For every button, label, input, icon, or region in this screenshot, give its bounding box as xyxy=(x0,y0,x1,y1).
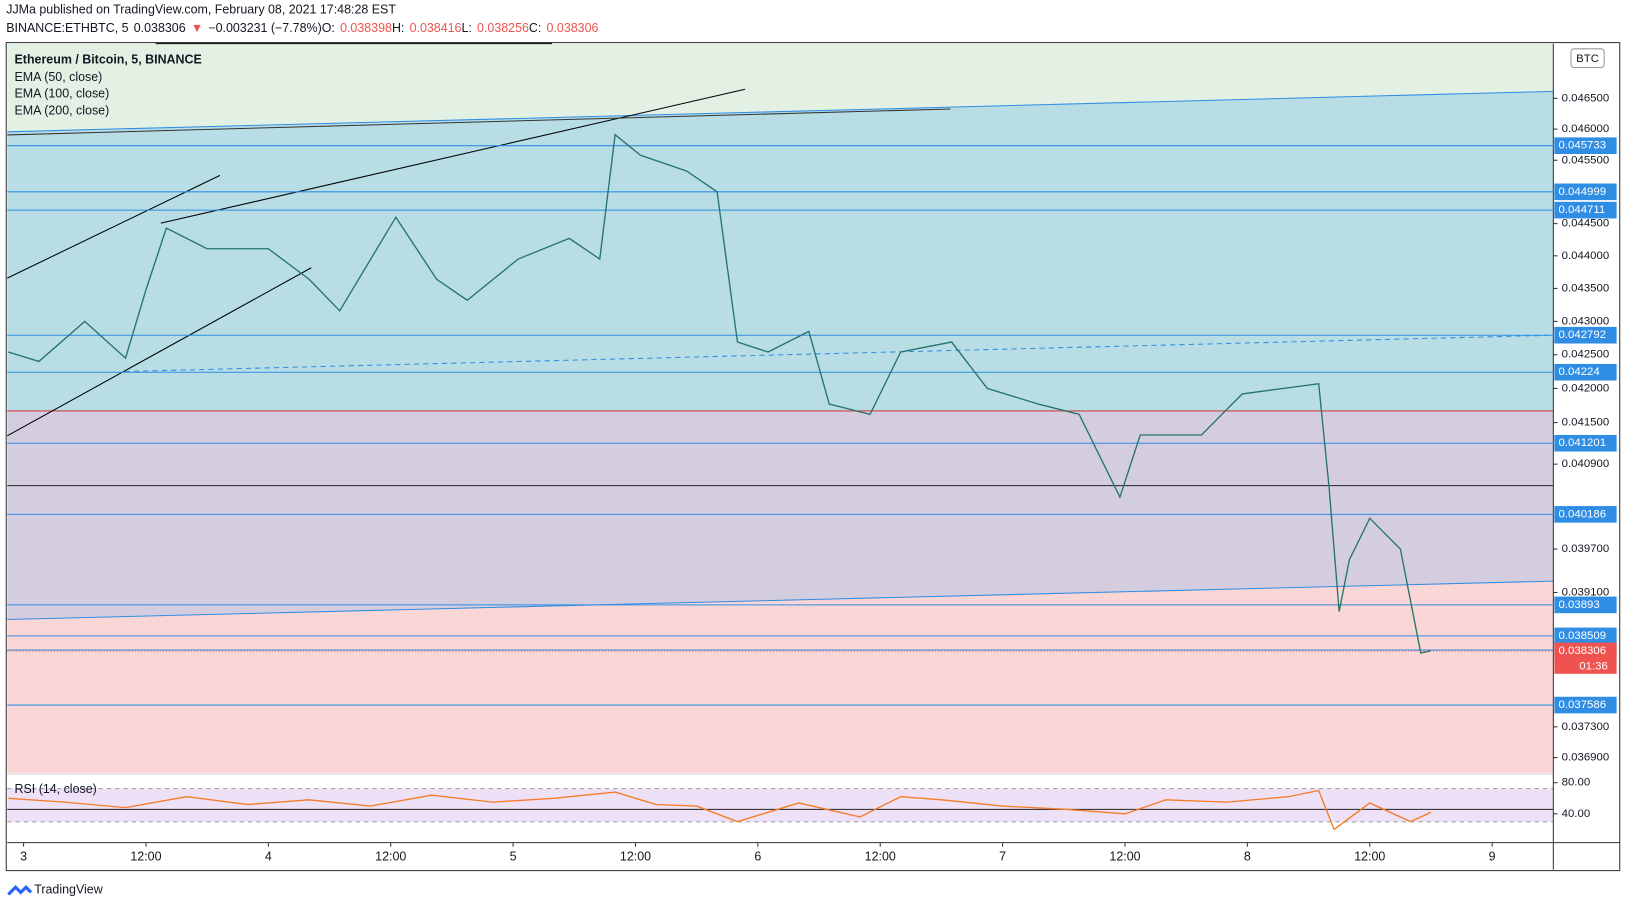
x-tick-label: 12:00 xyxy=(130,849,161,863)
x-tick-label: 6 xyxy=(754,849,761,863)
rsi-title: RSI (14, close) xyxy=(15,782,97,796)
level-label: 0.045733 xyxy=(1559,140,1607,152)
level-label: 0.042792 xyxy=(1559,329,1607,341)
trend-line xyxy=(7,108,951,136)
trend-line xyxy=(7,90,1554,133)
x-tick-label: 12:00 xyxy=(1109,849,1140,863)
x-tick-label: 5 xyxy=(510,849,517,863)
level-box xyxy=(1554,137,1617,154)
last-price-label: 0.038306 xyxy=(1559,645,1607,657)
trend-line xyxy=(7,580,1554,621)
level-label: 0.044999 xyxy=(1559,186,1607,198)
y-tick-label: 0.045500 xyxy=(1562,154,1610,166)
symbol-part: 0.038306 xyxy=(134,21,186,35)
chart-title: Ethereum / Bitcoin, 5, BINANCE xyxy=(15,53,202,67)
y-tick-label: 0.046000 xyxy=(1562,123,1610,135)
symbol-part: L: xyxy=(461,21,471,35)
symbol-part: BINANCE:ETHBTC, 5 xyxy=(6,21,128,35)
y-tick-label: 0.044500 xyxy=(1562,218,1610,230)
x-tick-label: 3 xyxy=(20,849,27,863)
zone-green xyxy=(7,43,1554,132)
symbol-part: 0.038306 xyxy=(547,21,599,35)
logo xyxy=(7,885,33,896)
indicator: EMA (100, close) xyxy=(15,87,110,101)
x-tick-label: 12:00 xyxy=(865,849,896,863)
level-label: 0.04224 xyxy=(1559,366,1601,378)
x-tick-label: 8 xyxy=(1244,849,1251,863)
y-tick-label: 0.043500 xyxy=(1562,282,1610,294)
frame xyxy=(5,42,1621,872)
trend-line xyxy=(124,334,1554,373)
level-label: 0.040186 xyxy=(1559,508,1607,520)
x-tick-label: 12:00 xyxy=(1354,849,1385,863)
symbol-line: BINANCE:ETHBTC, 5 0.038306 ▼ −0.003231 (−7.… xyxy=(6,21,598,35)
symbol-part: C: xyxy=(529,21,541,35)
y-tick-label: 0.046500 xyxy=(1562,92,1610,104)
rsi-band xyxy=(7,788,1554,822)
symbol-part: 0.038256 xyxy=(477,21,529,35)
x-tick-label: 7 xyxy=(999,849,1006,863)
level-box xyxy=(1554,696,1617,714)
currency-box xyxy=(1570,48,1605,69)
level-box xyxy=(1554,506,1617,523)
level-box xyxy=(1554,434,1617,452)
level-box xyxy=(1554,326,1617,344)
zone-purple xyxy=(7,410,1554,620)
x-tick-label: 4 xyxy=(265,849,272,863)
y-tick-label: 0.043000 xyxy=(1562,315,1610,327)
y-tick-label: 0.041500 xyxy=(1562,417,1610,429)
level-label: 0.044711 xyxy=(1559,204,1606,216)
level-label: 0.041201 xyxy=(1559,437,1607,449)
y-tick-label: 0.039100 xyxy=(1562,586,1610,598)
symbol-part: H: xyxy=(392,21,404,35)
currency: BTC xyxy=(1576,53,1599,65)
symbol-part: 0.038416 xyxy=(410,21,462,35)
level-box xyxy=(1554,183,1617,201)
y-tick-label: 0.036900 xyxy=(1562,752,1610,764)
x-tick-label: 12:00 xyxy=(620,849,651,863)
level-label: 0.03893 xyxy=(1559,599,1600,611)
x-tick-label: 9 xyxy=(1489,849,1496,863)
y-tick-label: 40.00 xyxy=(1562,808,1591,820)
last-price-box xyxy=(1554,642,1617,674)
symbol-part: −0.003231 (−7.78%) xyxy=(208,21,321,35)
published: JJMa published on TradingView.com, Febru… xyxy=(6,3,396,17)
level-box xyxy=(1554,363,1617,381)
y-tick-label: 0.042500 xyxy=(1562,349,1610,361)
x-tick-label: 12:00 xyxy=(375,849,406,863)
trend-line xyxy=(7,174,221,279)
y-tick-label: 0.037300 xyxy=(1562,721,1610,733)
indicator: EMA (200, close) xyxy=(15,103,110,117)
y-tick-label: 0.039700 xyxy=(1562,543,1610,555)
level-label: 0.038509 xyxy=(1559,630,1607,642)
zone-red xyxy=(7,581,1554,774)
level-box xyxy=(1554,201,1617,219)
symbol-part: O: xyxy=(322,21,335,35)
y-tick-label: 0.040900 xyxy=(1562,458,1610,470)
y-tick-label: 0.042000 xyxy=(1562,382,1610,394)
indicator: EMA (50, close) xyxy=(15,70,103,84)
symbol-part: ▼ xyxy=(191,21,203,35)
y-tick-label: 80.00 xyxy=(1562,777,1591,789)
trend-line xyxy=(7,267,312,437)
countdown: 01:36 xyxy=(1579,661,1608,673)
y-tick-label: 0.044000 xyxy=(1562,250,1610,262)
zone-blue xyxy=(7,91,1554,411)
series-line xyxy=(8,789,1432,831)
level-label: 0.037586 xyxy=(1559,699,1607,711)
series-line xyxy=(8,133,1432,654)
trend-line xyxy=(160,88,746,224)
level-box xyxy=(1554,596,1617,614)
footer: TradingView xyxy=(34,883,103,897)
level-box xyxy=(1554,627,1617,645)
symbol-part: 0.038398 xyxy=(340,21,392,35)
